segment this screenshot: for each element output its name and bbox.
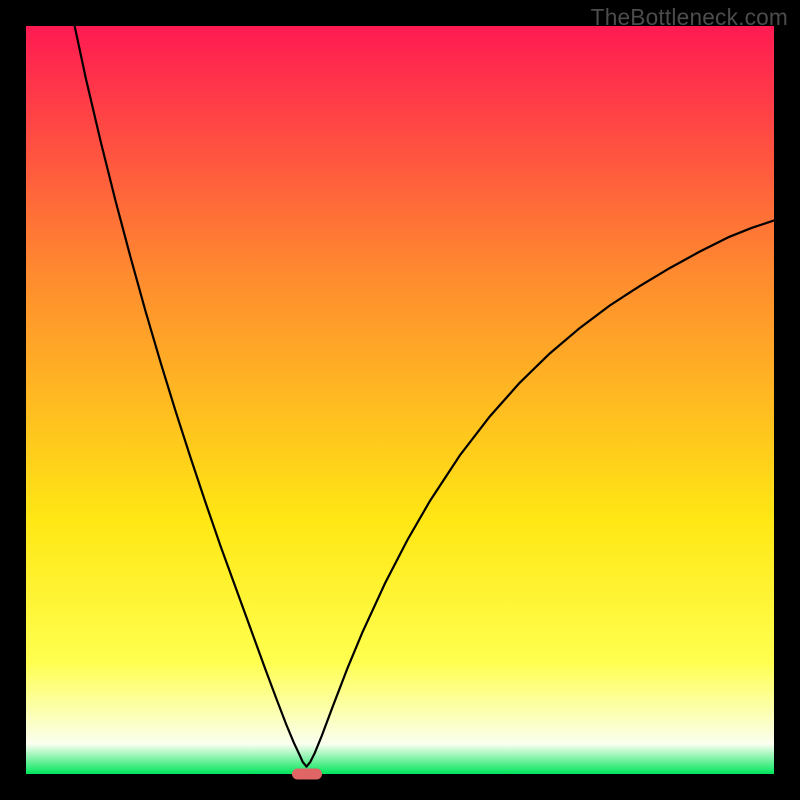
bottleneck-curve: [0, 0, 800, 800]
optimum-marker: [292, 769, 322, 780]
curve-right-branch: [307, 220, 775, 766]
figure-root: TheBottleneck.com: [0, 0, 800, 800]
watermark-text: TheBottleneck.com: [591, 4, 788, 31]
curve-left-branch: [75, 26, 307, 767]
